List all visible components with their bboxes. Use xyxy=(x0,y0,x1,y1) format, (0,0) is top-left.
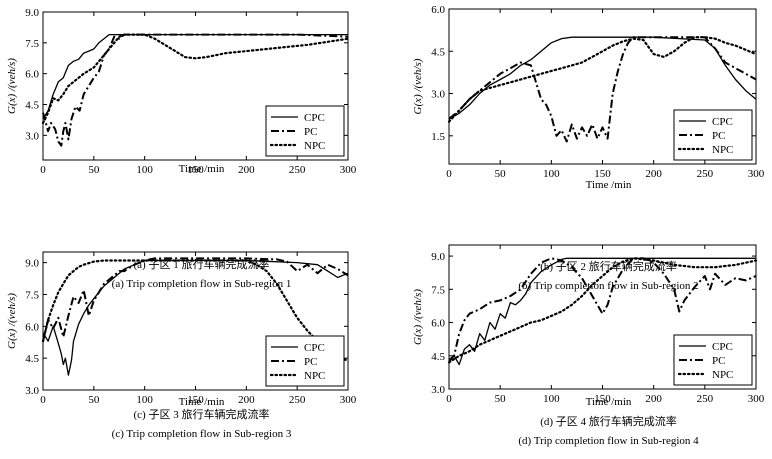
x-tick-label: 150 xyxy=(187,394,204,406)
y-tick-label: 1.5 xyxy=(431,131,445,143)
y-tick-label: 7.5 xyxy=(431,284,445,296)
series-line-npc xyxy=(447,36,758,123)
y-tick-label: 3.0 xyxy=(431,384,445,396)
y-tick-label: 3.0 xyxy=(25,130,39,142)
x-axis-label: Time /min xyxy=(179,396,225,408)
x-tick-label: 250 xyxy=(289,164,306,176)
series-line-cpc xyxy=(448,36,757,120)
legend: CPC PC NPC xyxy=(673,109,753,161)
chart-panel: 0 50 100 150 200 250 300 3.0 4.5 6.0 7.5 9.0 CPC PC NP… xyxy=(412,244,765,447)
x-tick-label: 300 xyxy=(340,394,357,406)
x-tick-label: 100 xyxy=(136,394,153,406)
legend-label: NPC xyxy=(712,144,733,156)
legend-label: PC xyxy=(712,130,725,142)
legend-label: PC xyxy=(304,126,317,138)
x-tick-label: 0 xyxy=(40,164,46,176)
legend: CPC PC NPC xyxy=(265,335,345,387)
x-tick-label: 150 xyxy=(187,164,204,176)
y-tick-label: 6.0 xyxy=(25,321,39,333)
y-tick-label: 6.0 xyxy=(25,69,39,81)
x-tick-label: 50 xyxy=(495,393,507,405)
x-tick-label: 200 xyxy=(238,394,255,406)
x-axis-label: Time /min xyxy=(586,179,632,191)
legend-label: CPC xyxy=(304,112,325,124)
legend-label: PC xyxy=(304,356,317,368)
y-tick-label: 4.5 xyxy=(431,351,445,363)
series-line-pc xyxy=(448,257,757,361)
x-tick-label: 150 xyxy=(594,393,611,405)
series-line-npc xyxy=(447,257,758,364)
x-tick-label: 50 xyxy=(495,168,507,180)
legend-label: CPC xyxy=(304,342,325,354)
legend-label: CPC xyxy=(712,341,733,353)
x-tick-label: 150 xyxy=(594,168,611,180)
caption-chinese: (d) 子区 4 旅行车辆完成流率 xyxy=(540,414,677,428)
legend: CPC PC NPC xyxy=(673,334,753,386)
y-tick-label: 3.0 xyxy=(431,89,445,101)
series-line-cpc xyxy=(42,33,348,120)
legend-label: CPC xyxy=(712,116,733,128)
x-tick-label: 0 xyxy=(446,168,452,180)
caption-chinese: (c) 子区 3 旅行车辆完成流率 xyxy=(134,407,270,421)
y-tick-label: 6.0 xyxy=(431,318,445,330)
y-tick-label: 4.5 xyxy=(25,353,39,365)
caption-english: (b) Trip completion flow in Sub-region 2 xyxy=(518,280,698,292)
series-line-pc xyxy=(448,36,757,143)
x-axis-label: Time /min xyxy=(586,396,632,408)
caption-english: (c) Trip completion flow in Sub-region 3 xyxy=(112,428,292,440)
legend-label: NPC xyxy=(304,370,325,382)
x-tick-label: 100 xyxy=(543,393,560,405)
series-line-cpc xyxy=(448,257,756,366)
series-line-npc xyxy=(41,259,350,362)
legend-label: NPC xyxy=(304,140,325,152)
x-axis-label: Time /min xyxy=(179,163,225,175)
x-tick-label: 100 xyxy=(136,164,153,176)
x-tick-label: 200 xyxy=(645,168,662,180)
y-tick-label: 6.0 xyxy=(431,4,445,16)
chart-panel: 0 50 100 150 200 250 300 1.5 3.0 4.5 6.0 CPC PC NPC Ti… xyxy=(412,4,765,292)
x-tick-label: 0 xyxy=(446,393,452,405)
y-axis-label: G(x) /(veh/s) xyxy=(412,289,424,345)
x-tick-label: 100 xyxy=(543,168,560,180)
y-tick-label: 4.5 xyxy=(25,100,39,112)
y-tick-label: 7.5 xyxy=(25,289,39,301)
x-tick-label: 50 xyxy=(88,164,100,176)
legend-label: PC xyxy=(712,355,725,367)
chart-panel: 0 50 100 150 200 250 300 3.0 4.5 6.0 7.5 9.0 CPC PC NP… xyxy=(6,251,357,440)
y-axis-label: G(x) /(veh/s) xyxy=(6,293,18,349)
x-tick-label: 250 xyxy=(289,394,306,406)
x-tick-label: 300 xyxy=(748,393,765,405)
x-tick-label: 300 xyxy=(748,168,765,180)
x-tick-label: 200 xyxy=(645,393,662,405)
legend: CPC PC NPC xyxy=(265,105,345,157)
x-tick-label: 300 xyxy=(340,164,357,176)
chart-panel: 0 50 100 150 200 250 300 3.0 4.5 6.0 7.5 9.0 CPC PC NP… xyxy=(6,7,357,290)
caption-english: (d) Trip completion flow in Sub-region 4 xyxy=(518,435,699,447)
y-tick-label: 9.0 xyxy=(431,251,445,263)
caption-english: (a) Trip completion flow in Sub-region 1 xyxy=(112,278,292,290)
y-tick-label: 9.0 xyxy=(25,7,39,19)
y-tick-label: 4.5 xyxy=(431,46,445,58)
x-tick-label: 50 xyxy=(88,394,100,406)
series-line-npc xyxy=(41,33,350,125)
y-axis-label: G(x) /(veh/s) xyxy=(6,58,18,114)
x-tick-label: 250 xyxy=(697,393,714,405)
x-tick-label: 0 xyxy=(40,394,46,406)
y-tick-label: 3.0 xyxy=(25,385,39,397)
y-tick-label: 9.0 xyxy=(25,258,39,270)
y-tick-label: 7.5 xyxy=(25,38,39,50)
x-tick-label: 200 xyxy=(238,164,255,176)
x-tick-label: 250 xyxy=(697,168,714,180)
series-line-pc xyxy=(42,257,349,342)
y-axis-label: G(x) /(veh/s) xyxy=(412,58,424,114)
legend-label: NPC xyxy=(712,369,733,381)
